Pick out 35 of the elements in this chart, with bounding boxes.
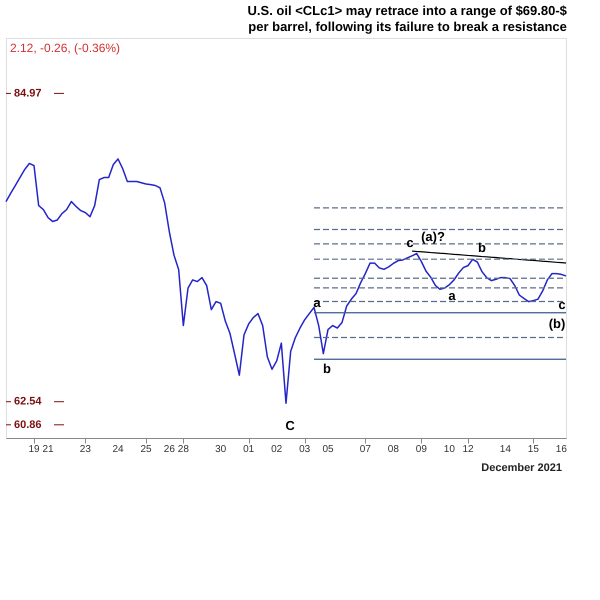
x-tick-label: 10	[444, 444, 456, 455]
ref-line-label: 62.54	[14, 396, 42, 408]
chart-title: U.S. oil <CLc1> may retrace into a range of $69.80-$	[248, 3, 568, 18]
ref-line-label: 60.86	[14, 418, 42, 431]
x-tick-label: 12	[462, 444, 474, 455]
x-tick-label: 09	[416, 444, 428, 455]
x-tick-label: 25	[140, 444, 152, 455]
x-tick-label: 08	[388, 444, 400, 455]
x-tick-label: 24	[112, 444, 124, 455]
annotation: (b)	[548, 316, 566, 331]
x-tick-label: 15	[528, 444, 540, 455]
x-tick-label: 02	[271, 444, 283, 455]
x-tick-label: 03	[299, 444, 311, 455]
x-tick-label: 01	[243, 444, 255, 455]
x-tick-label: 28	[178, 444, 190, 455]
x-tick-label: 05	[322, 444, 334, 455]
annotation: b	[323, 361, 332, 376]
x-tick-label: 07	[360, 444, 372, 455]
annotation: 2.12, -0.26, (-0.36%)	[10, 41, 120, 55]
text: December 2021	[481, 462, 562, 474]
annotation: b	[478, 240, 486, 255]
annotation: c	[406, 235, 414, 250]
annotation: c	[558, 297, 566, 312]
annotation: C	[285, 418, 296, 433]
x-tick-label: 16	[556, 444, 568, 455]
chart-subtitle: per barrel, following its failure to break a resistance	[248, 19, 567, 34]
ref-line-label: 84.97	[14, 87, 42, 100]
x-tick-label: 23	[80, 444, 92, 455]
x-tick-label: 21	[42, 444, 54, 455]
x-tick-label: 30	[215, 444, 227, 455]
annotation: (a)?	[421, 229, 445, 244]
x-tick-label: 19	[28, 444, 40, 455]
annotation: a	[448, 288, 456, 303]
x-tick-label: 14	[500, 444, 512, 455]
x-tick-label: 26	[164, 444, 176, 455]
